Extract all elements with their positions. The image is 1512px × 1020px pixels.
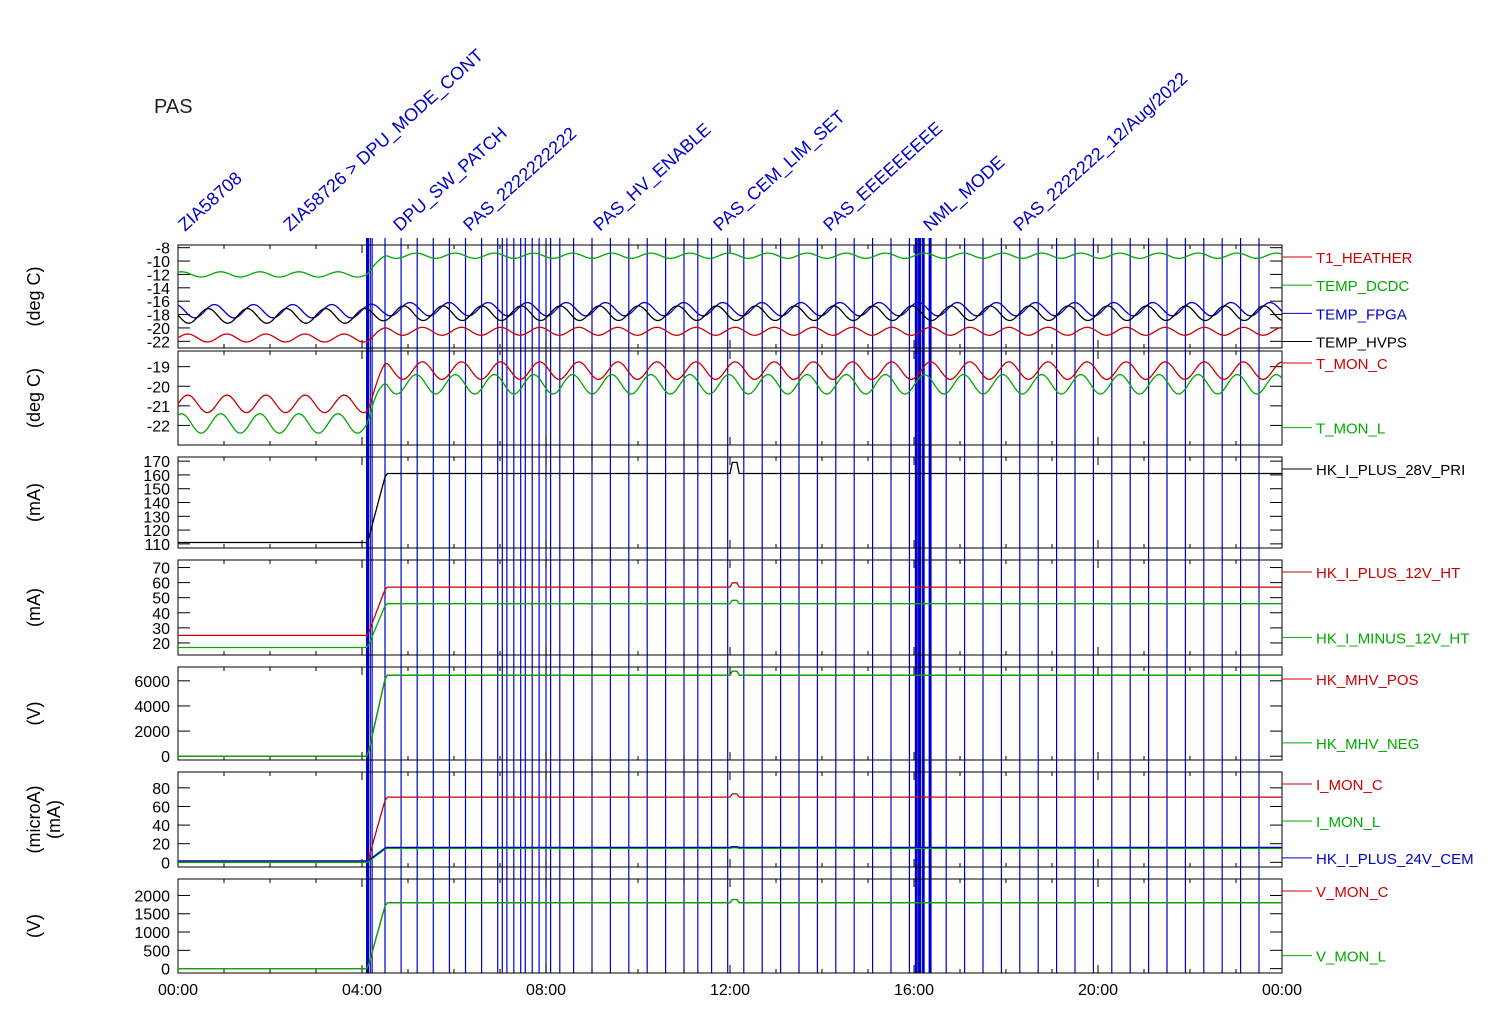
y-axis-label: (mA)	[24, 588, 44, 627]
y-tick-label: 1500	[134, 907, 170, 924]
y-tick-label: -12	[147, 267, 170, 284]
y-tick-label: 160	[143, 468, 170, 485]
y-tick-label: 110	[144, 537, 170, 554]
legend-entry: T1_HEATHER	[1316, 250, 1413, 267]
y-tick-label: 40	[152, 818, 170, 835]
series-line	[177, 252, 1283, 278]
y-axis-label: (deg C)	[24, 368, 44, 428]
header-annotation: DPU_SW_PATCH	[389, 123, 511, 236]
y-tick-label: -16	[147, 294, 170, 311]
series-line	[178, 670, 1282, 757]
legend-entry: T_MON_L	[1316, 421, 1385, 438]
header-annotation: ZIA58726 > DPU_MODE_CONT	[279, 45, 487, 236]
y-axis-label: (deg C)	[24, 266, 44, 326]
y-tick-label: -8	[156, 241, 170, 258]
y-axis-label-2: (mA)	[44, 800, 64, 839]
header-annotation: PAS_2222222_12/Aug/2022	[1009, 68, 1192, 235]
panel-frame	[177, 244, 1283, 349]
series-line	[178, 670, 1282, 757]
y-tick-label: -14	[147, 281, 170, 298]
series-line	[177, 326, 1283, 343]
y-tick-label: -22	[147, 418, 170, 435]
y-tick-label: 0	[161, 855, 170, 872]
y-tick-label: -21	[147, 399, 170, 416]
legend-entry: T_MON_C	[1316, 356, 1388, 373]
y-tick-label: -10	[147, 254, 170, 271]
legend-entry: HK_I_MINUS_12V_HT	[1316, 630, 1469, 647]
y-tick-label: 70	[152, 561, 170, 578]
y-tick-label: 20	[152, 837, 170, 854]
legend-entry: HK_I_PLUS_28V_PRI	[1316, 462, 1465, 479]
y-tick-label: 0	[161, 962, 170, 979]
series-line	[178, 847, 1282, 863]
series-line	[178, 898, 1282, 970]
x-tick-label: 08:00	[526, 982, 566, 999]
x-tick-label: 16:00	[894, 982, 934, 999]
legend-entry: HK_MHV_POS	[1316, 672, 1419, 689]
x-tick-label: 04:00	[342, 982, 382, 999]
series-line	[177, 301, 1283, 319]
y-tick-label: 60	[152, 799, 170, 816]
y-tick-label: -20	[147, 379, 170, 396]
y-tick-label: -19	[147, 360, 170, 377]
series-line	[178, 582, 1282, 637]
y-tick-label: 140	[143, 496, 170, 513]
y-tick-label: 4000	[134, 699, 170, 716]
y-tick-label: 60	[152, 576, 170, 593]
x-tick-label: 00:00	[1262, 982, 1302, 999]
x-tick-label: 20:00	[1078, 982, 1118, 999]
y-tick-label: 40	[152, 606, 170, 623]
series-line	[178, 461, 1282, 544]
y-axis-label: (microA)	[24, 786, 44, 854]
series-line	[177, 373, 1283, 434]
y-tick-label: 50	[152, 591, 170, 608]
y-tick-label: -20	[147, 321, 170, 338]
legend-entry: HK_MHV_NEG	[1316, 736, 1419, 753]
y-tick-label: 150	[143, 482, 170, 499]
header-annotation: ZIA58708	[174, 168, 245, 235]
y-axis-label: (V)	[24, 702, 44, 726]
series-line	[178, 898, 1282, 970]
y-tick-label: 2000	[134, 888, 170, 905]
y-tick-label: 130	[143, 509, 170, 526]
series-line	[178, 599, 1282, 649]
series-line	[178, 846, 1282, 862]
y-tick-label: 80	[152, 781, 170, 798]
panel-frame	[177, 771, 1283, 868]
legend-entry: I_MON_C	[1316, 777, 1383, 794]
y-tick-label: -22	[147, 334, 170, 351]
y-axis-label: (mA)	[24, 483, 44, 522]
x-tick-label: 00:00	[158, 982, 198, 999]
y-tick-label: 0	[161, 749, 170, 766]
legend-entry: TEMP_HVPS	[1316, 335, 1407, 352]
legend-entry: HK_I_PLUS_12V_HT	[1316, 565, 1460, 582]
y-tick-label: 170	[143, 454, 170, 471]
y-tick-label: 120	[143, 523, 170, 540]
y-tick-label: 500	[143, 943, 170, 960]
legend-entry: V_MON_L	[1316, 949, 1386, 966]
x-tick-label: 12:00	[710, 982, 750, 999]
panel-frame	[177, 878, 1283, 974]
series-line	[177, 305, 1283, 324]
panel-frame	[177, 666, 1283, 761]
y-tick-label: 1000	[134, 925, 170, 942]
y-tick-label: 2000	[134, 724, 170, 741]
legend-entry: TEMP_DCDC	[1316, 278, 1410, 295]
series-line	[178, 793, 1282, 863]
series-line	[177, 361, 1283, 414]
header-annotation: PAS_HV_ENABLE	[589, 119, 715, 235]
panel-frame	[177, 559, 1283, 656]
y-axis-label: (V)	[24, 914, 44, 938]
legend-entry: V_MON_C	[1316, 884, 1389, 901]
y-tick-label: 6000	[134, 674, 170, 691]
legend-entry: I_MON_L	[1316, 814, 1380, 831]
y-tick-label: 20	[152, 636, 170, 653]
header-annotation: NML_MODE	[919, 152, 1009, 236]
legend-entry: HK_I_PLUS_24V_CEM	[1316, 851, 1474, 868]
legend-entry: TEMP_FPGA	[1316, 306, 1407, 323]
y-tick-label: 30	[152, 621, 170, 638]
instrument-label: PAS	[154, 96, 193, 118]
y-tick-label: -18	[147, 308, 170, 325]
